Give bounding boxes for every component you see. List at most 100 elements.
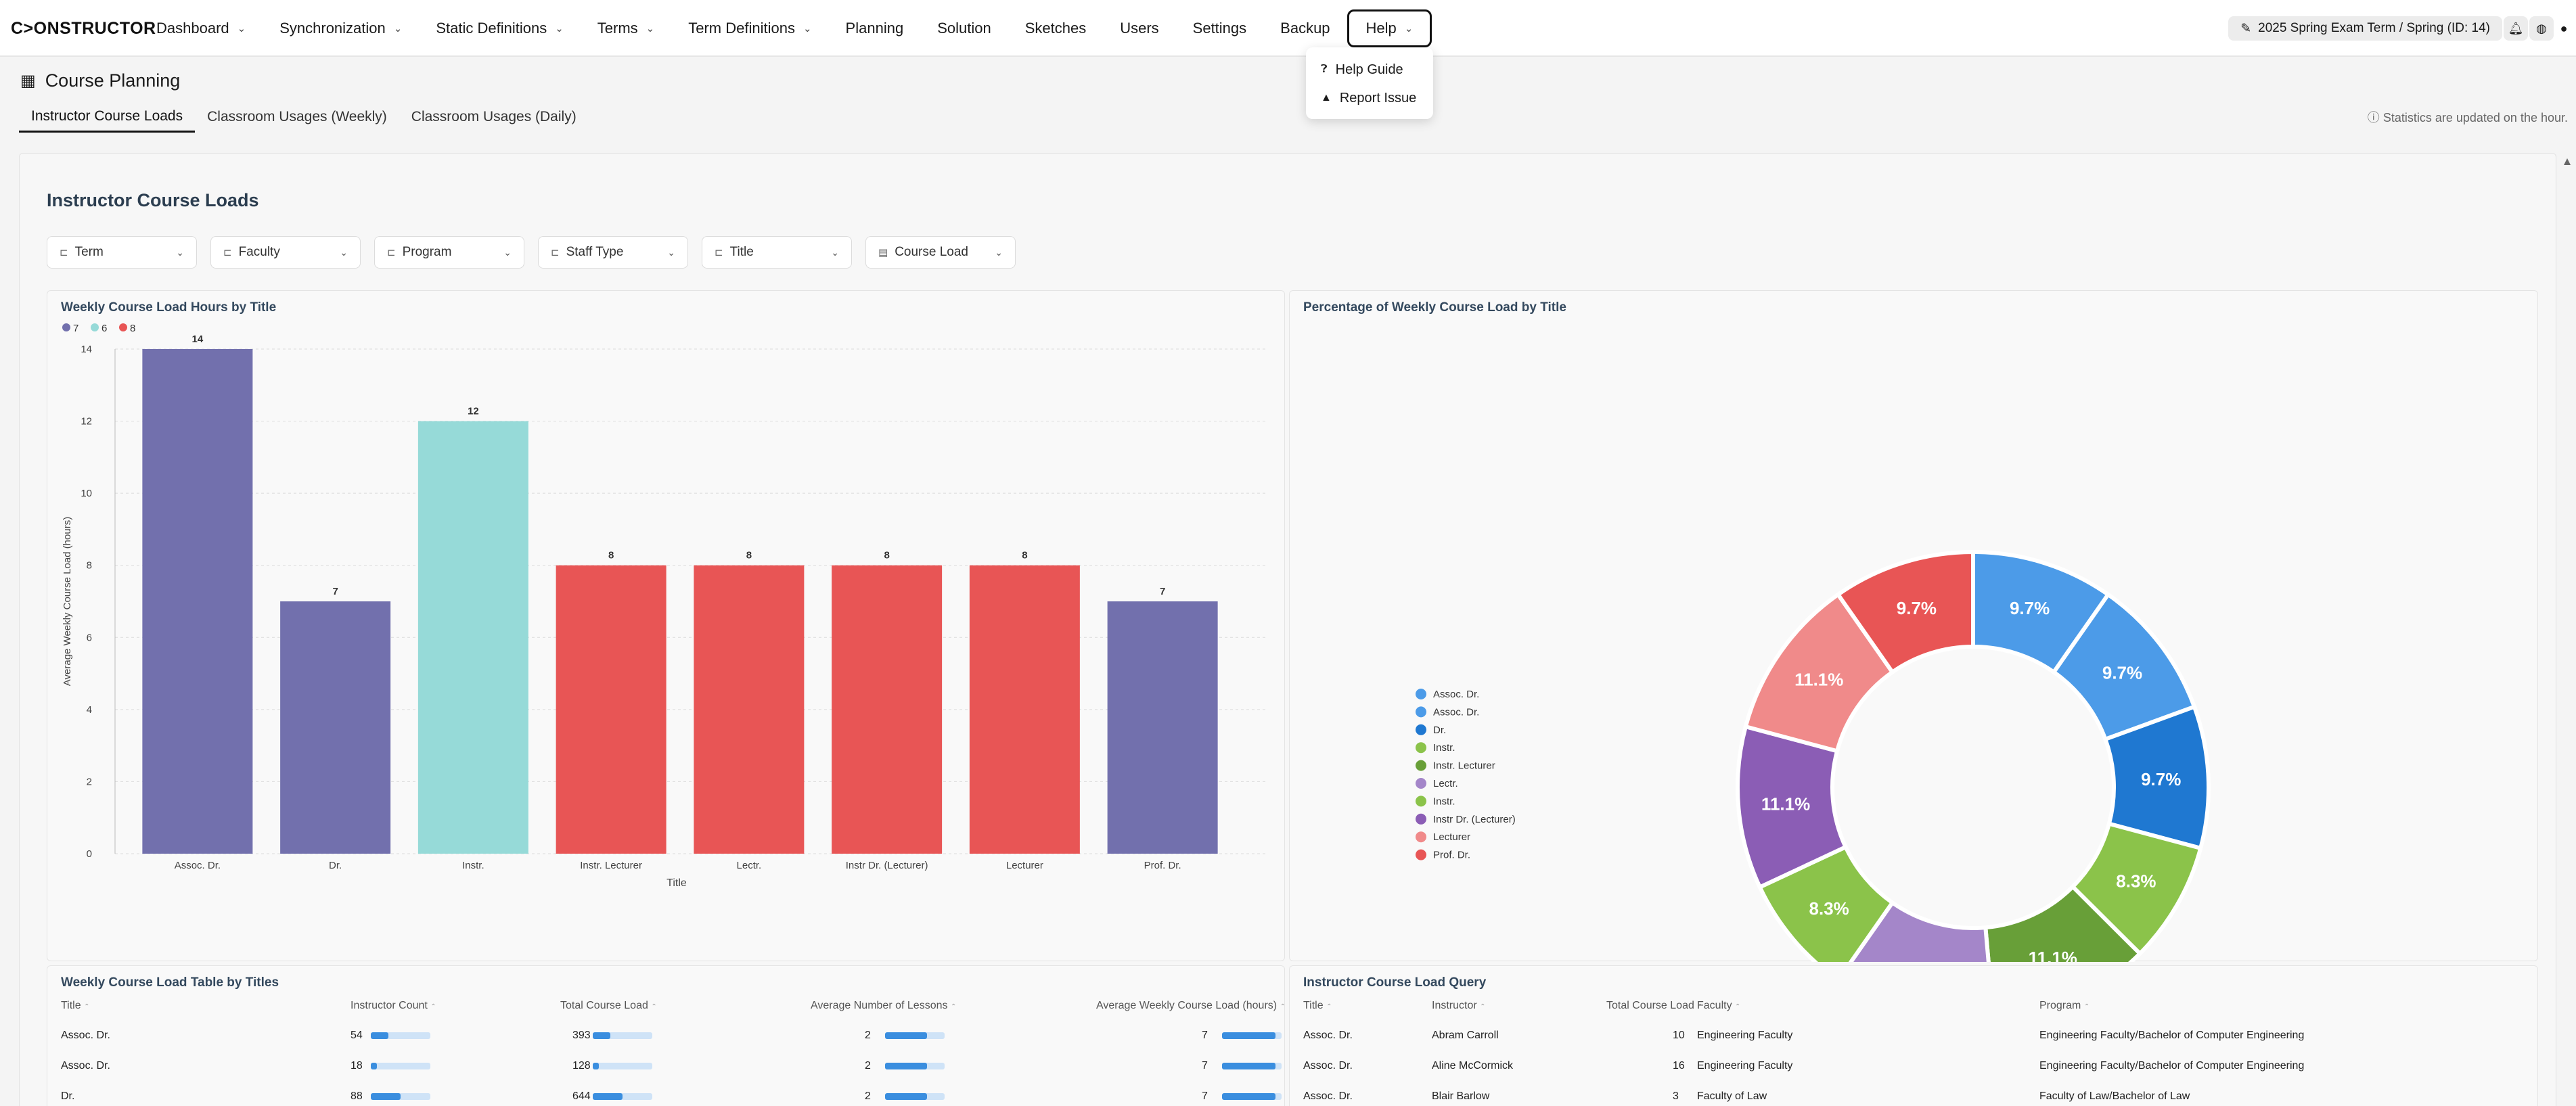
bar-4: [694, 565, 805, 854]
nav-item-terms[interactable]: Terms ⌄: [581, 9, 671, 47]
page-title: ▦ Course Planning: [20, 70, 180, 91]
slice-label: 9.7%: [1897, 598, 1937, 618]
help-dropdown: ❓︎ Help Guide ▲ Report Issue: [1306, 47, 1433, 119]
info-icon: ⓘ: [2367, 111, 2380, 124]
table-row[interactable]: Assoc. Dr. Aline McCormick 16 Engineering F…: [1290, 1053, 2537, 1080]
column-header[interactable]: Faculty ⌃: [1697, 1000, 1740, 1012]
cell-title: Dr.: [61, 1090, 75, 1102]
page-title-text: Course Planning: [45, 70, 181, 91]
nav-item-static-definitions[interactable]: Static Definitions ⌄: [419, 9, 580, 47]
section-title: Instructor Course Loads: [47, 190, 259, 210]
column-header[interactable]: Average Weekly Course Load (hours) ⌃: [1096, 1000, 1286, 1012]
filter-title[interactable]: ⊏ Title ⌄: [702, 236, 852, 269]
tab-classroom-usages-weekly[interactable]: Classroom Usages (Weekly): [207, 109, 387, 124]
nav-item-synchronization[interactable]: Synchronization ⌄: [263, 9, 419, 47]
nav-item-label: Planning: [845, 20, 904, 37]
filter-course-load[interactable]: ▤ Course Load ⌄: [865, 236, 1016, 269]
report-issue-item[interactable]: ▲ Report Issue: [1306, 84, 1433, 112]
app-logo[interactable]: C>ONSTRUCTOR: [11, 19, 156, 38]
help-guide-label: Help Guide: [1335, 62, 1403, 77]
pencil-icon: ✎: [2240, 21, 2252, 36]
column-header[interactable]: Title ⌃: [1303, 1000, 1332, 1012]
legend-label: Instr.: [1433, 742, 1455, 754]
nav-item-users[interactable]: Users: [1103, 9, 1175, 47]
column-header-label: Total Course Load: [560, 1000, 648, 1011]
user-icon[interactable]: ●: [2560, 21, 2568, 35]
tag-icon: ⊏: [223, 247, 232, 258]
legend-dot: [1416, 778, 1426, 789]
y-tick-label: 8: [87, 560, 92, 572]
help-guide-item[interactable]: ❓︎ Help Guide: [1306, 55, 1433, 84]
progress-fill: [593, 1093, 623, 1100]
legend-dot: [1416, 760, 1426, 771]
table-row[interactable]: Assoc. Dr. Abram Carroll 10 Engineering Fac…: [1290, 1023, 2537, 1050]
nav-item-help[interactable]: Help ⌄: [1347, 9, 1432, 47]
filter-staff-type[interactable]: ⊏ Staff Type ⌄: [538, 236, 688, 269]
cell-avg-lessons: 2: [865, 1030, 871, 1041]
bar-7: [1107, 601, 1218, 854]
calendar-icon: ▦: [20, 72, 36, 90]
bar-value-label: 8: [608, 550, 614, 561]
nav-item-backup[interactable]: Backup: [1263, 9, 1347, 47]
globe-icon[interactable]: ◍: [2529, 16, 2554, 41]
nav-item-dashboard[interactable]: Dashboard ⌄: [139, 9, 263, 47]
cell-title: Assoc. Dr.: [61, 1030, 110, 1041]
table-row[interactable]: Assoc. Dr. 18 128 2 7: [47, 1053, 1284, 1080]
cell-program: Engineering Faculty/Bachelor of Computer…: [2039, 1030, 2305, 1041]
bell-icon[interactable]: 🔔︎: [2504, 16, 2528, 41]
sort-icon: ⌃: [1480, 1003, 1486, 1011]
tab-instructor-course-loads[interactable]: Instructor Course Loads: [19, 101, 196, 133]
sort-icon: ⌃: [430, 1003, 436, 1011]
nav-item-term-definitions[interactable]: Term Definitions ⌄: [671, 9, 828, 47]
bar-chart-card: Weekly Course Load Hours by Title 7 6 8 0 2 4…: [47, 290, 1285, 961]
column-header[interactable]: Average Number of Lessons ⌃: [811, 1000, 956, 1012]
bar-value-label: 7: [1160, 586, 1165, 597]
legend-dot: [119, 323, 127, 331]
column-header[interactable]: Title ⌃: [61, 1000, 89, 1012]
legend-label: Prof. Dr.: [1433, 850, 1470, 861]
table-row[interactable]: Dr. 88 644 2 7: [47, 1084, 1284, 1106]
nav-item-label: Solution: [937, 20, 991, 37]
nav-item-solution[interactable]: Solution: [920, 9, 1008, 47]
column-header[interactable]: Total Course Load ⌃: [1606, 1000, 1703, 1012]
sort-icon: ⌃: [950, 1003, 957, 1011]
nav-item-planning[interactable]: Planning: [829, 9, 921, 47]
x-tick-label: Lectr.: [737, 860, 762, 871]
column-header[interactable]: Instructor ⌃: [1432, 1000, 1486, 1012]
bar-value-label: 8: [884, 550, 889, 561]
nav-item-label: Backup: [1280, 20, 1330, 37]
column-header[interactable]: Instructor Count ⌃: [351, 1000, 436, 1012]
bar-value-label: 8: [1022, 550, 1027, 561]
legend-dot: [1416, 724, 1426, 735]
nav-item-sketches[interactable]: Sketches: [1008, 9, 1104, 47]
chevron-down-icon: ⌄: [646, 23, 655, 34]
legend-label: Lectr.: [1433, 778, 1458, 789]
query-table-title: Instructor Course Load Query: [1303, 975, 1487, 990]
chevron-down-icon: ⌄: [667, 246, 675, 258]
sort-icon: ⌃: [1735, 1003, 1741, 1011]
table-row[interactable]: Assoc. Dr. Blair Barlow 3 Faculty of Law Fac…: [1290, 1084, 2537, 1106]
column-header[interactable]: Program ⌃: [2039, 1000, 2089, 1012]
filter-program[interactable]: ⊏ Program ⌄: [374, 236, 524, 269]
cell-instructor: Abram Carroll: [1432, 1030, 1499, 1041]
column-header[interactable]: Total Course Load ⌃: [560, 1000, 657, 1012]
progress-bar: [1222, 1032, 1282, 1039]
progress-fill: [371, 1032, 389, 1039]
x-tick-label: Lecturer: [1006, 860, 1043, 871]
filter-term[interactable]: ⊏ Term ⌄: [47, 236, 197, 269]
legend-label: 6: [101, 323, 107, 334]
term-selector[interactable]: ✎ 2025 Spring Exam Term / Spring (ID: 14…: [2228, 16, 2502, 41]
x-tick-label: Dr.: [329, 860, 342, 871]
filter-faculty[interactable]: ⊏ Faculty ⌄: [210, 236, 361, 269]
x-tick-label: Assoc. Dr.: [175, 860, 221, 871]
bar-value-label: 14: [192, 333, 204, 345]
y-tick-label: 10: [81, 488, 92, 499]
bar-0: [142, 349, 253, 854]
tag-icon: ⊏: [387, 247, 396, 258]
page-scrollbar[interactable]: [2564, 156, 2571, 1103]
nav-item-settings[interactable]: Settings: [1176, 9, 1264, 47]
table-row[interactable]: Assoc. Dr. 54 393 2 7: [47, 1023, 1284, 1050]
chevron-down-icon: ⌄: [1404, 23, 1414, 34]
cell-total-load: 16: [1673, 1060, 1685, 1072]
tab-classroom-usages-daily[interactable]: Classroom Usages (Daily): [411, 109, 577, 124]
